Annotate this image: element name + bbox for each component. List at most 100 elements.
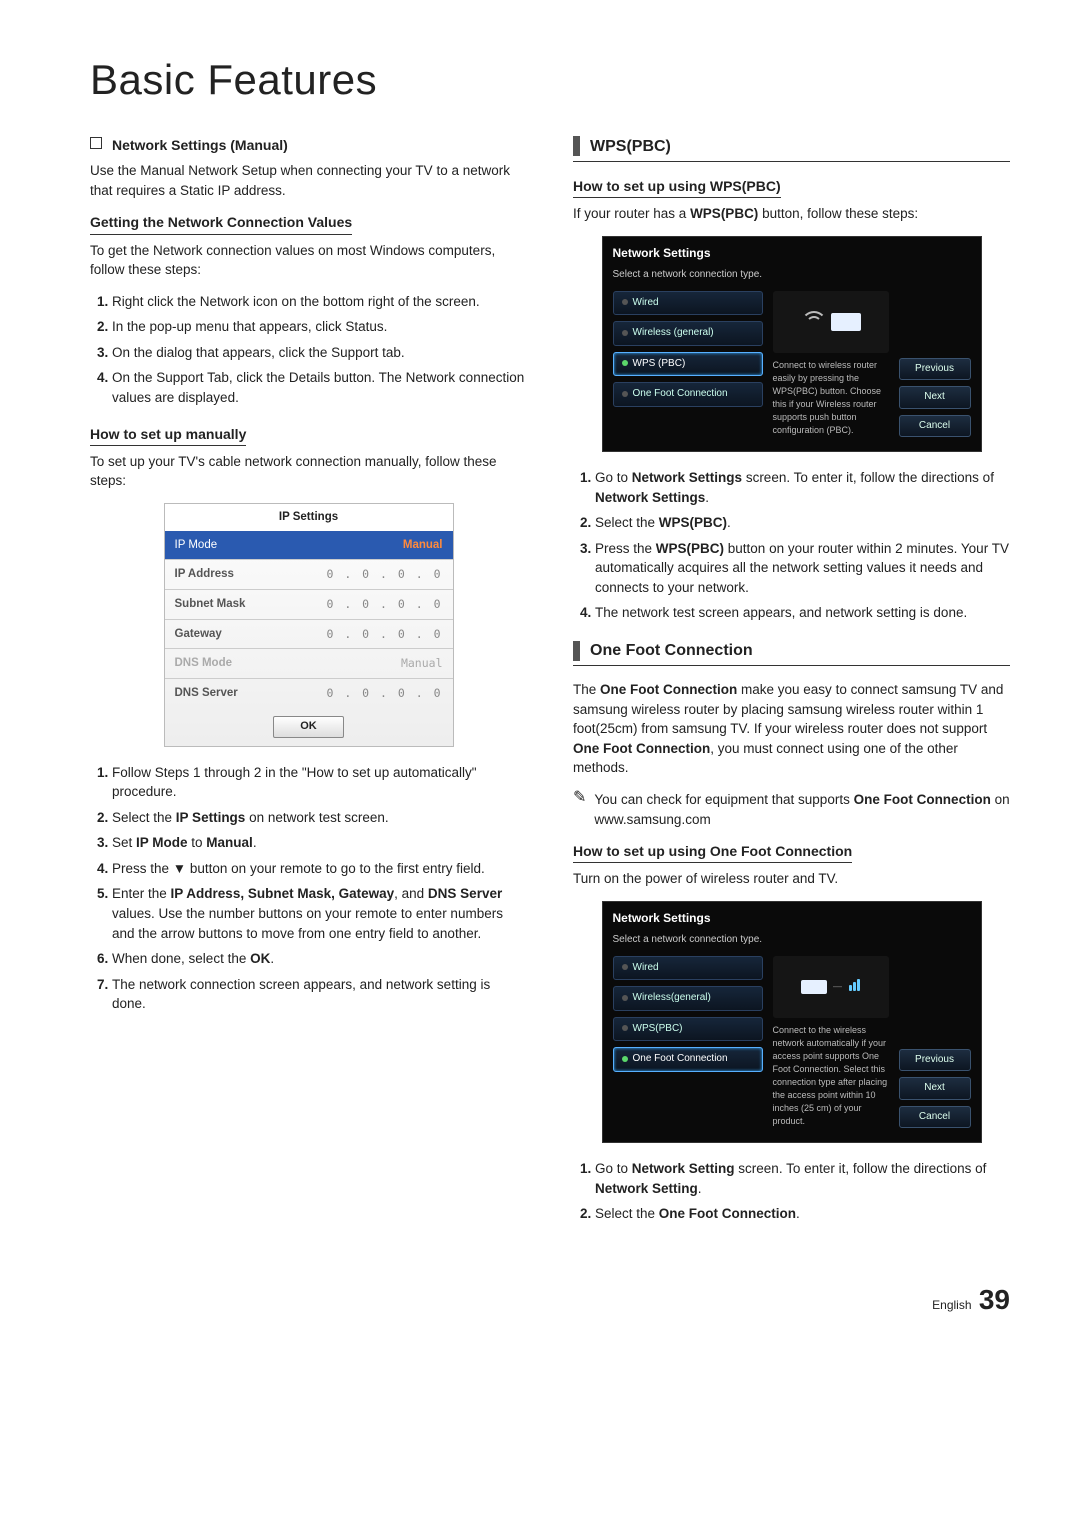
net-description: Connect to wireless router easily by pre… [773, 359, 889, 437]
left-column: Network Settings (Manual) Use the Manual… [90, 135, 527, 1240]
note-icon: ✎ [573, 790, 586, 806]
net-opt-wired[interactable]: Wired [613, 956, 763, 981]
ofc-section-header: One Foot Connection [573, 639, 1010, 666]
cancel-button[interactable]: Cancel [899, 415, 971, 438]
gcv-step: In the pop-up menu that appears, click S… [112, 317, 527, 337]
ok-button[interactable]: OK [273, 716, 344, 738]
wps-sub-heading: How to set up using WPS(PBC) [573, 176, 781, 198]
wps-step: Go to Network Settings screen. To enter … [595, 468, 1010, 507]
checkbox-icon [90, 137, 102, 149]
subnet-value: 0 . 0 . 0 . 0 [326, 596, 442, 613]
net-opt-wps[interactable]: WPS(PBC) [613, 1017, 763, 1042]
manual-step: Follow Steps 1 through 2 in the "How to … [112, 763, 527, 802]
footer-page-number: 39 [979, 1284, 1010, 1315]
manual-heading: How to set up manually [90, 424, 246, 446]
net-opt-onefoot[interactable]: One Foot Connection [613, 382, 763, 407]
net-opt-onefoot[interactable]: One Foot Connection [613, 1047, 763, 1072]
ofc-title: One Foot Connection [590, 639, 753, 662]
dns-server-value: 0 . 0 . 0 . 0 [326, 685, 442, 702]
router-icon [801, 980, 827, 994]
manual-step: Select the IP Settings on network test s… [112, 808, 527, 828]
net-description: Connect to the wireless network automati… [773, 1024, 889, 1128]
ofc-intro2: Turn on the power of wireless router and… [573, 869, 1010, 889]
ip-settings-panel: IP Settings IP Mode Manual IP Address 0 … [164, 503, 454, 747]
gateway-row[interactable]: Gateway 0 . 0 . 0 . 0 [165, 619, 453, 649]
router-illustration: — [773, 956, 889, 1018]
gcv-intro: To get the Network connection values on … [90, 241, 527, 280]
network-settings-panel-wps: Network Settings Select a network connec… [602, 236, 982, 452]
cancel-button[interactable]: Cancel [899, 1106, 971, 1129]
gcv-steps: Right click the Network icon on the bott… [90, 292, 527, 408]
dns-server-label: DNS Server [175, 685, 238, 702]
manual-step: The network connection screen appears, a… [112, 975, 527, 1014]
ofc-step: Go to Network Setting screen. To enter i… [595, 1159, 1010, 1198]
network-settings-panel-ofc: Network Settings Select a network connec… [602, 901, 982, 1143]
manual-steps: Follow Steps 1 through 2 in the "How to … [90, 763, 527, 1014]
network-settings-manual-heading: Network Settings (Manual) [90, 135, 527, 155]
gcv-step: On the dialog that appears, click the Su… [112, 343, 527, 363]
footer-language: English [932, 1298, 971, 1312]
net-panel-sub: Select a network connection type. [613, 933, 971, 948]
right-column: WPS(PBC) How to set up using WPS(PBC) If… [573, 135, 1010, 1240]
ofc-intro: The One Foot Connection make you easy to… [573, 680, 1010, 778]
net-options-list: Wired Wireless(general) WPS(PBC) One Foo… [613, 956, 763, 1128]
gcv-step: On the Support Tab, click the Details bu… [112, 368, 527, 407]
section-bar-icon [573, 641, 580, 661]
gcv-heading: Getting the Network Connection Values [90, 212, 352, 234]
dns-mode-value: Manual [401, 655, 443, 672]
wps-step: The network test screen appears, and net… [595, 603, 1010, 623]
wps-intro: If your router has a WPS(PBC) button, fo… [573, 204, 1010, 224]
manual-step: Press the ▼ button on your remote to go … [112, 859, 527, 879]
net-description-area: Connect to wireless router easily by pre… [773, 291, 889, 437]
dns-mode-label: DNS Mode [175, 655, 233, 672]
net-opt-wps[interactable]: WPS (PBC) [613, 352, 763, 377]
ip-address-row[interactable]: IP Address 0 . 0 . 0 . 0 [165, 559, 453, 589]
net-options-list: Wired Wireless (general) WPS (PBC) One F… [613, 291, 763, 437]
net-description-area: — Connect to the wireless network automa… [773, 956, 889, 1128]
ip-mode-value: Manual [403, 537, 443, 554]
previous-button[interactable]: Previous [899, 1049, 971, 1072]
wps-step: Press the WPS(PBC) button on your router… [595, 539, 1010, 598]
page-footer: English 39 [90, 1280, 1010, 1321]
subnet-label: Subnet Mask [175, 596, 246, 613]
dns-server-row[interactable]: DNS Server 0 . 0 . 0 . 0 [165, 678, 453, 708]
wps-section-header: WPS(PBC) [573, 135, 1010, 162]
dash-icon: — [833, 980, 842, 993]
manual-intro: To set up your TV's cable network connec… [90, 452, 527, 491]
ofc-sub-heading: How to set up using One Foot Connection [573, 841, 852, 863]
net-opt-wireless[interactable]: Wireless (general) [613, 321, 763, 346]
ofc-step: Select the One Foot Connection. [595, 1204, 1010, 1224]
net-panel-title: Network Settings [613, 245, 971, 262]
ip-mode-label: IP Mode [175, 537, 218, 554]
manual-step: Enter the IP Address, Subnet Mask, Gatew… [112, 884, 527, 943]
ip-settings-title: IP Settings [165, 504, 453, 531]
wps-steps: Go to Network Settings screen. To enter … [573, 468, 1010, 623]
net-opt-wired[interactable]: Wired [613, 291, 763, 316]
two-column-layout: Network Settings (Manual) Use the Manual… [90, 135, 1010, 1240]
manual-step: When done, select the OK. [112, 949, 527, 969]
dns-mode-row[interactable]: DNS Mode Manual [165, 648, 453, 678]
net-buttons: Previous Next Cancel [899, 291, 971, 437]
ip-mode-row[interactable]: IP Mode Manual [165, 531, 453, 560]
signal-icon [848, 979, 860, 995]
net-buttons: Previous Next Cancel [899, 956, 971, 1128]
ofc-note: ✎ You can check for equipment that suppo… [573, 790, 1010, 829]
gateway-value: 0 . 0 . 0 . 0 [326, 626, 442, 643]
net-panel-sub: Select a network connection type. [613, 268, 971, 283]
previous-button[interactable]: Previous [899, 358, 971, 381]
next-button[interactable]: Next [899, 1077, 971, 1100]
nsm-label: Network Settings (Manual) [112, 135, 288, 155]
router-illustration [773, 291, 889, 353]
ip-ok-row: OK [165, 708, 453, 746]
ip-address-label: IP Address [175, 566, 234, 583]
net-panel-title: Network Settings [613, 910, 971, 927]
ip-address-value: 0 . 0 . 0 . 0 [326, 566, 442, 583]
page-title: Basic Features [90, 50, 1010, 111]
subnet-mask-row[interactable]: Subnet Mask 0 . 0 . 0 . 0 [165, 589, 453, 619]
next-button[interactable]: Next [899, 386, 971, 409]
manual-step: Set IP Mode to Manual. [112, 833, 527, 853]
wifi-icon [801, 311, 823, 333]
section-bar-icon [573, 136, 580, 156]
net-opt-wireless[interactable]: Wireless(general) [613, 986, 763, 1011]
router-icon [831, 313, 861, 331]
